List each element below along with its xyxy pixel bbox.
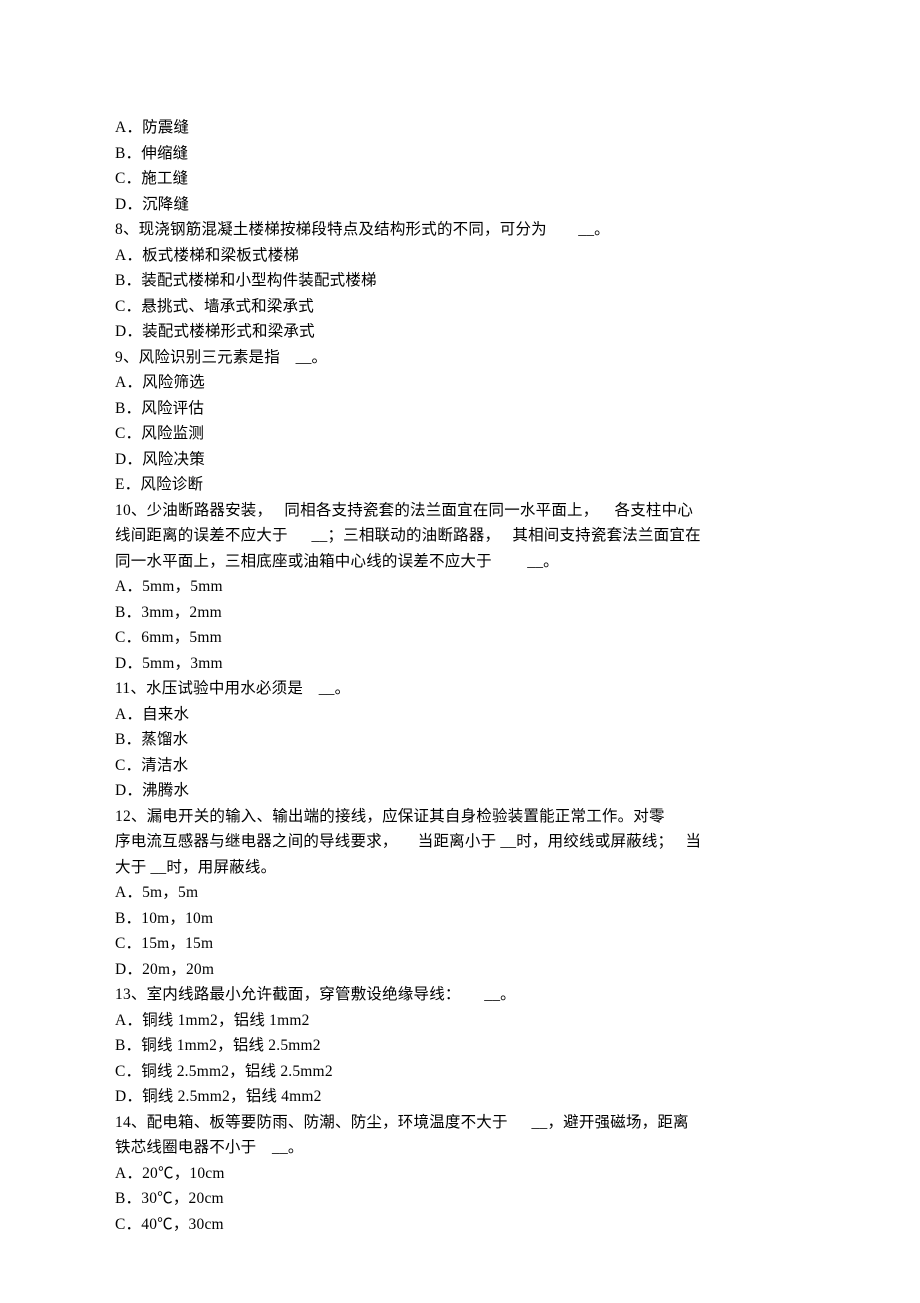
text-line: D．沸腾水 bbox=[115, 778, 805, 804]
text-line: A．自来水 bbox=[115, 702, 805, 728]
text-line: C．风险监测 bbox=[115, 421, 805, 447]
text-line: C．15m，15m bbox=[115, 931, 805, 957]
text-line: D．5mm，3mm bbox=[115, 651, 805, 677]
text-line: D．风险决策 bbox=[115, 447, 805, 473]
text-line: B．装配式楼梯和小型构件装配式楼梯 bbox=[115, 268, 805, 294]
text-line: C．铜线 2.5mm2，铝线 2.5mm2 bbox=[115, 1059, 805, 1085]
document-content: A．防震缝 B．伸缩缝 C．施工缝 D．沉降缝 8、现浇钢筋混凝土楼梯按梯段特点… bbox=[115, 115, 805, 1237]
text-line: B．10m，10m bbox=[115, 906, 805, 932]
text-line: D．沉降缝 bbox=[115, 192, 805, 218]
text-line: D．装配式楼梯形式和梁承式 bbox=[115, 319, 805, 345]
text-line: 11、水压试验中用水必须是 __。 bbox=[115, 676, 805, 702]
text-line: A．5m，5m bbox=[115, 880, 805, 906]
text-line: A．20℃，10cm bbox=[115, 1161, 805, 1187]
text-line: E．风险诊断 bbox=[115, 472, 805, 498]
text-line: A．防震缝 bbox=[115, 115, 805, 141]
text-line: 大于 __时，用屏蔽线。 bbox=[115, 855, 805, 881]
text-line: C．6mm，5mm bbox=[115, 625, 805, 651]
text-line: B．伸缩缝 bbox=[115, 141, 805, 167]
text-line: 序电流互感器与继电器之间的导线要求， 当距离小于 __时，用绞线或屏蔽线； 当 bbox=[115, 829, 805, 855]
text-line: 8、现浇钢筋混凝土楼梯按梯段特点及结构形式的不同，可分为 __。 bbox=[115, 217, 805, 243]
text-line: A．5mm，5mm bbox=[115, 574, 805, 600]
text-line: B．铜线 1mm2，铝线 2.5mm2 bbox=[115, 1033, 805, 1059]
text-line: C．清洁水 bbox=[115, 753, 805, 779]
text-line: C．施工缝 bbox=[115, 166, 805, 192]
text-line: 铁芯线圈电器不小于 __。 bbox=[115, 1135, 805, 1161]
text-line: D．20m，20m bbox=[115, 957, 805, 983]
text-line: 线间距离的误差不应大于 __；三相联动的油断路器， 其相间支持瓷套法兰面宜在 bbox=[115, 523, 805, 549]
text-line: 同一水平面上，三相底座或油箱中心线的误差不应大于 __。 bbox=[115, 549, 805, 575]
text-line: A．板式楼梯和梁板式楼梯 bbox=[115, 243, 805, 269]
text-line: A．风险筛选 bbox=[115, 370, 805, 396]
text-line: C．悬挑式、墙承式和梁承式 bbox=[115, 294, 805, 320]
text-line: 14、配电箱、板等要防雨、防潮、防尘，环境温度不大于 __，避开强磁场，距离 bbox=[115, 1110, 805, 1136]
text-line: D．铜线 2.5mm2，铝线 4mm2 bbox=[115, 1084, 805, 1110]
text-line: B．风险评估 bbox=[115, 396, 805, 422]
text-line: 13、室内线路最小允许截面，穿管敷设绝缘导线： __。 bbox=[115, 982, 805, 1008]
text-line: 9、风险识别三元素是指 __。 bbox=[115, 345, 805, 371]
text-line: A．铜线 1mm2，铝线 1mm2 bbox=[115, 1008, 805, 1034]
text-line: B．3mm，2mm bbox=[115, 600, 805, 626]
text-line: 12、漏电开关的输入、输出端的接线，应保证其自身检验装置能正常工作。对零 bbox=[115, 804, 805, 830]
text-line: B．30℃，20cm bbox=[115, 1186, 805, 1212]
text-line: C．40℃，30cm bbox=[115, 1212, 805, 1238]
text-line: B．蒸馏水 bbox=[115, 727, 805, 753]
text-line: 10、少油断路器安装， 同相各支持瓷套的法兰面宜在同一水平面上， 各支柱中心 bbox=[115, 498, 805, 524]
